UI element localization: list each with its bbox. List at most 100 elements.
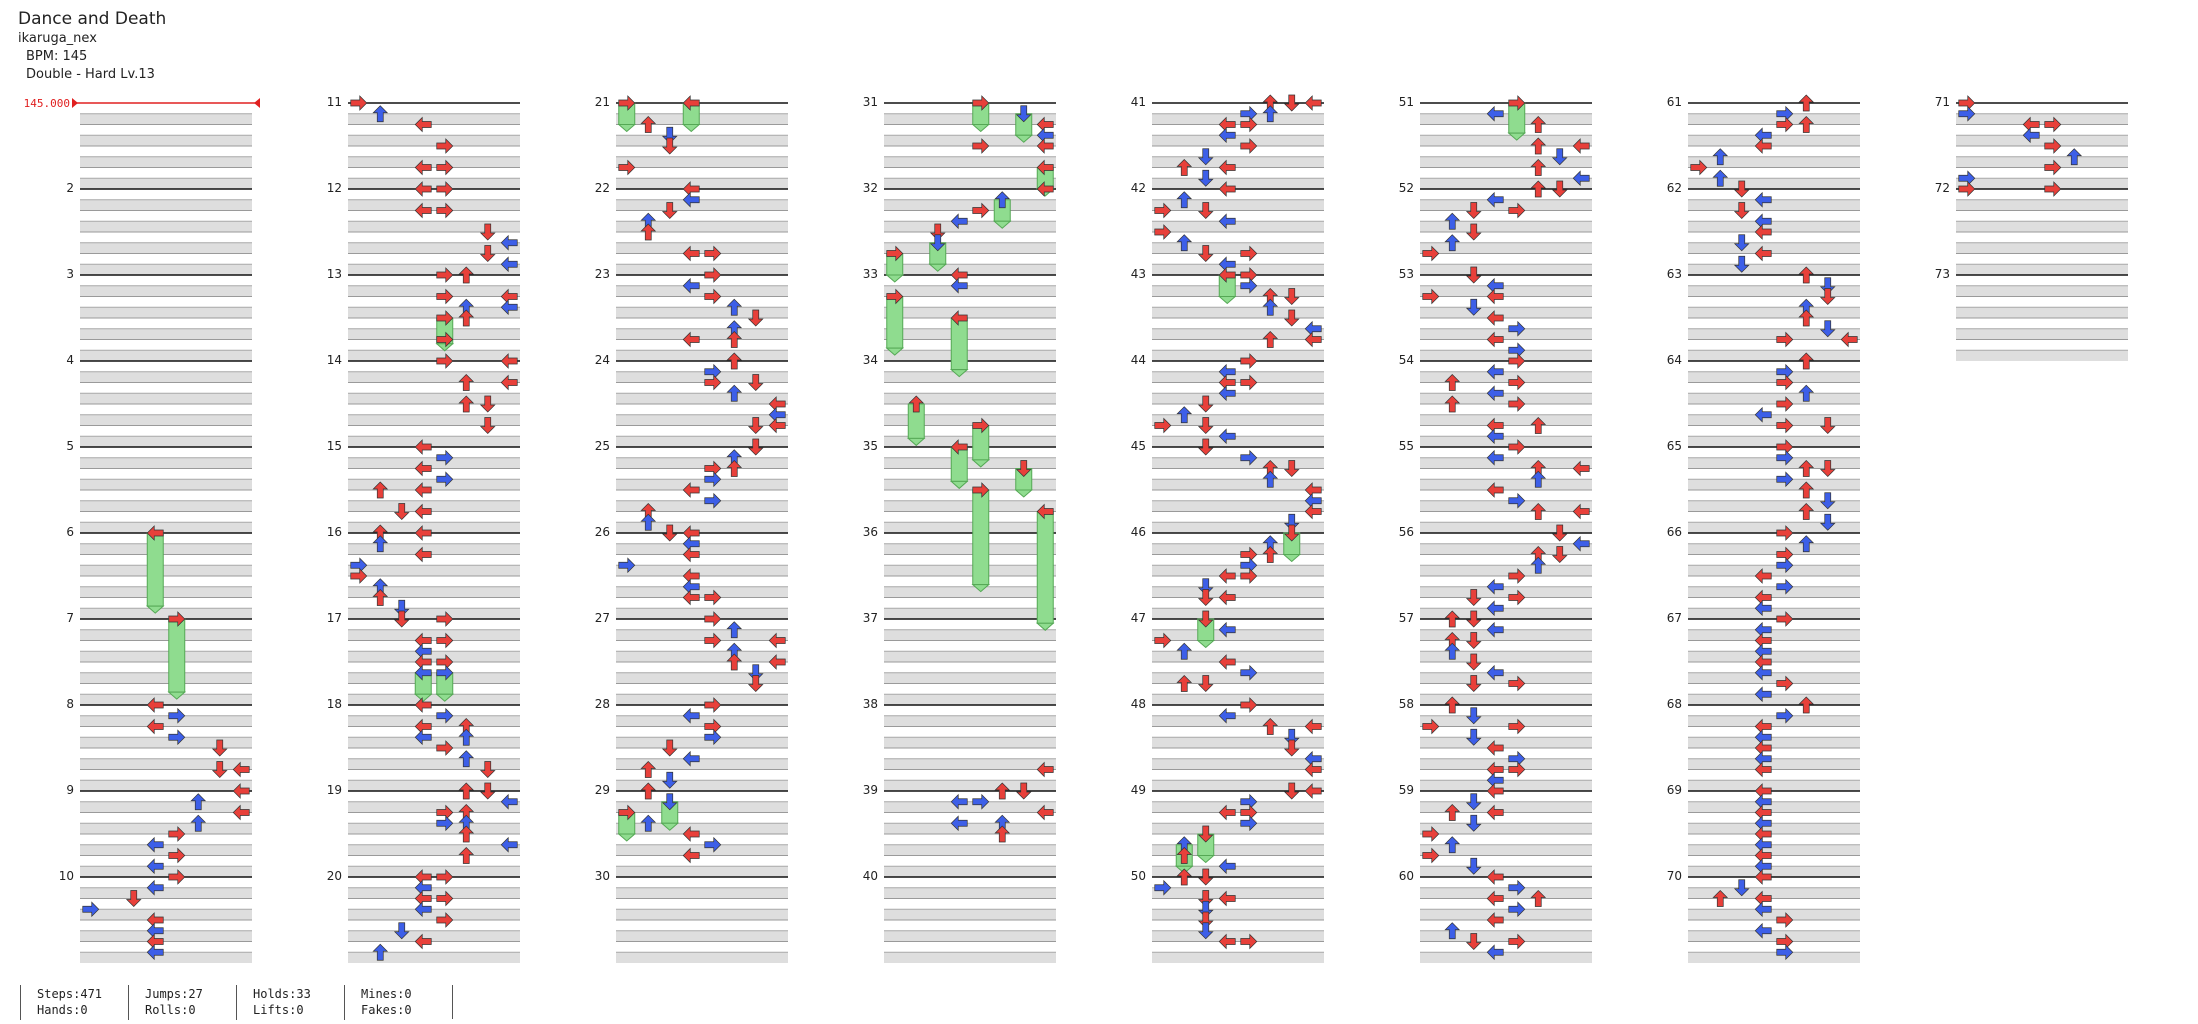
- arrow-note-icon: [1422, 718, 1440, 735]
- measure-number: 53: [1399, 267, 1414, 281]
- beat-band: [1956, 264, 2128, 275]
- beat-band: [348, 199, 520, 211]
- beat-band: [1420, 457, 1592, 469]
- beat-band: [1152, 500, 1324, 512]
- arrow-note-icon: [1486, 890, 1504, 907]
- beat-band: [1420, 608, 1592, 619]
- arrow-note-icon: [1712, 169, 1729, 187]
- beat-band: [80, 414, 252, 426]
- beat-band: [1152, 242, 1324, 254]
- beat-band: [1688, 307, 1860, 318]
- arrow-note-icon: [168, 869, 186, 885]
- beat-band: [80, 758, 252, 770]
- arrow-note-icon: [1444, 922, 1461, 940]
- arrow-note-icon: [950, 213, 968, 230]
- measure-number: 68: [1667, 697, 1682, 711]
- measure-block: [80, 446, 252, 533]
- hold-note-body: [886, 296, 904, 349]
- arrow-note-icon: [1444, 610, 1461, 628]
- beat-band: [1688, 909, 1860, 920]
- measure-block: [1420, 790, 1592, 877]
- arrow-note-icon: [82, 901, 100, 918]
- beat-band: [884, 844, 1056, 856]
- measure-number: 59: [1399, 783, 1414, 797]
- measure-block: [616, 360, 788, 447]
- measure-block: [1688, 188, 1860, 275]
- arrow-note-icon: [479, 223, 496, 241]
- beat-band: [616, 500, 788, 512]
- arrow-note-icon: [500, 353, 518, 369]
- hold-note-tail: [413, 693, 433, 702]
- arrow-note-icon: [929, 234, 946, 252]
- arrow-note-icon: [1197, 148, 1214, 166]
- arrow-note-icon: [768, 632, 786, 649]
- beat-band: [616, 758, 788, 770]
- arrow-note-icon: [1240, 664, 1258, 681]
- measure-grid: [72, 98, 2128, 963]
- beat-band: [1152, 608, 1324, 619]
- beat-band: [80, 823, 252, 834]
- arrow-note-icon: [747, 438, 764, 456]
- arrow-note-icon: [1240, 353, 1258, 369]
- measure-number: 2: [66, 181, 74, 195]
- arrow-note-icon: [414, 697, 432, 713]
- arrow-note-icon: [1486, 740, 1504, 756]
- beat-band: [1688, 801, 1860, 813]
- arrow-note-icon: [1304, 761, 1322, 778]
- arrow-note-icon: [211, 739, 228, 757]
- arrow-note-icon: [704, 471, 722, 488]
- arrow-note-icon: [1508, 374, 1526, 391]
- beat-band: [616, 737, 788, 748]
- arrow-note-icon: [726, 384, 743, 402]
- arrow-note-icon: [436, 740, 454, 756]
- hold-note-body: [168, 618, 186, 693]
- measure-block: [1688, 274, 1860, 361]
- beat-band: [1420, 758, 1592, 770]
- beat-band: [1420, 586, 1592, 598]
- beat-band: [616, 113, 788, 125]
- hold-note-tail: [435, 693, 455, 702]
- arrow-note-icon: [372, 535, 389, 553]
- arrow-note-icon: [640, 223, 657, 241]
- arrow-note-icon: [146, 879, 164, 896]
- beat-band: [1152, 651, 1324, 662]
- beat-band: [1152, 543, 1324, 555]
- arrow-note-icon: [479, 417, 496, 434]
- arrow-note-icon: [1798, 94, 1815, 112]
- beat-band: [1688, 823, 1860, 834]
- beat-band: [348, 651, 520, 662]
- arrow-note-icon: [1240, 697, 1258, 713]
- arrow-note-icon: [436, 159, 454, 176]
- measure-block: [1420, 188, 1592, 275]
- measure-number: 43: [1131, 267, 1146, 281]
- arrow-note-icon: [1486, 783, 1504, 799]
- arrow-note-icon: [1283, 728, 1300, 746]
- beat-band: [616, 307, 788, 318]
- beat-band: [80, 328, 252, 340]
- beat-band: [80, 393, 252, 404]
- arrow-note-icon: [1304, 718, 1322, 735]
- beat-band: [348, 307, 520, 318]
- beat-band: [884, 672, 1056, 684]
- measure-block: [348, 274, 520, 361]
- arrow-note-icon: [1798, 266, 1815, 284]
- beat-band: [1688, 285, 1860, 297]
- arrow-note-icon: [1508, 761, 1526, 778]
- arrow-note-icon: [1262, 105, 1279, 123]
- beat-band: [616, 178, 788, 189]
- arrow-note-icon: [1036, 503, 1054, 520]
- arrow-note-icon: [1754, 901, 1772, 918]
- beat-band: [1420, 522, 1592, 533]
- measure-block: [1956, 102, 2128, 189]
- beat-band: [80, 930, 252, 942]
- arrow-note-icon: [1036, 761, 1054, 778]
- arrow-note-icon: [1530, 159, 1547, 176]
- beat-band: [1688, 694, 1860, 705]
- arrow-note-icon: [682, 546, 700, 563]
- arrow-note-icon: [1422, 288, 1440, 305]
- measure-block: [884, 360, 1056, 447]
- beat-band: [884, 758, 1056, 770]
- beat-band: [1956, 199, 2128, 211]
- arrow-note-icon: [1015, 782, 1032, 800]
- arrow-note-icon: [1240, 138, 1258, 154]
